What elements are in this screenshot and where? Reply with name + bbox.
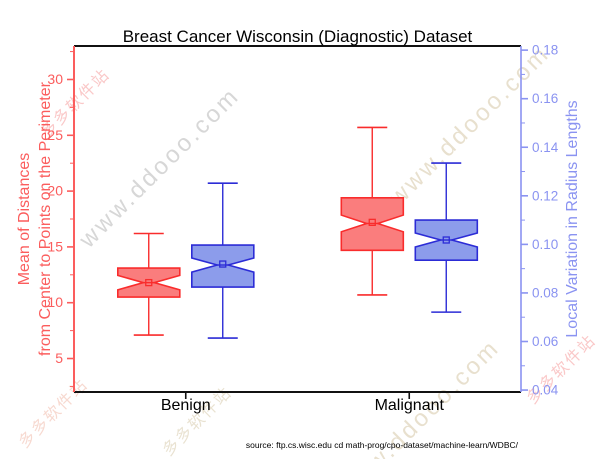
right-axis-tick-label: 0.14 <box>532 140 559 155</box>
right-axis-tick-label: 0.16 <box>532 91 558 106</box>
box-local-variation-malignant-mean-marker <box>442 236 450 244</box>
right-axis-tick-label: 0.06 <box>532 334 558 349</box>
right-axis-tick-label: 0.12 <box>532 188 558 203</box>
right-axis-title: Local Variation in Radius Lengths <box>564 100 581 338</box>
left-axis-tick-label: 15 <box>47 238 63 254</box>
chart-title: Breast Cancer Wisconsin (Diagnostic) Dat… <box>122 27 473 46</box>
box-mean-radius-benign-mean-marker <box>145 278 153 287</box>
left-axis-tick-label: 20 <box>47 183 63 199</box>
category-label-malignant: Malignant <box>374 397 444 414</box>
left-axis-title: Mean of Distances from Center to Points … <box>14 19 56 419</box>
box-local-variation-benign-mean-marker <box>219 260 227 268</box>
right-axis-tick-label: 0.10 <box>532 237 558 252</box>
box-local-variation-benign <box>191 244 255 288</box>
left-axis-tick-label: 10 <box>47 294 63 310</box>
category-label-benign: Benign <box>160 397 211 414</box>
box-mean-radius-malignant-mean-marker <box>368 218 376 226</box>
source-note: source: ftp.cs.wisc.edu cd math-prog/cpo… <box>245 440 518 450</box>
left-axis-title-line2: from Center to Points on the Perimeter <box>37 82 54 356</box>
left-axis-tick-label: 25 <box>47 127 63 143</box>
right-axis-tick-label: 0.18 <box>532 43 558 58</box>
right-axis-tick-label: 0.08 <box>532 285 558 300</box>
left-axis-title-line1: Mean of Distances <box>16 152 33 286</box>
left-axis-tick-label: 30 <box>47 71 63 87</box>
left-axis-tick-label: 5 <box>55 350 63 366</box>
right-axis-tick-label: 0.04 <box>532 383 559 398</box>
